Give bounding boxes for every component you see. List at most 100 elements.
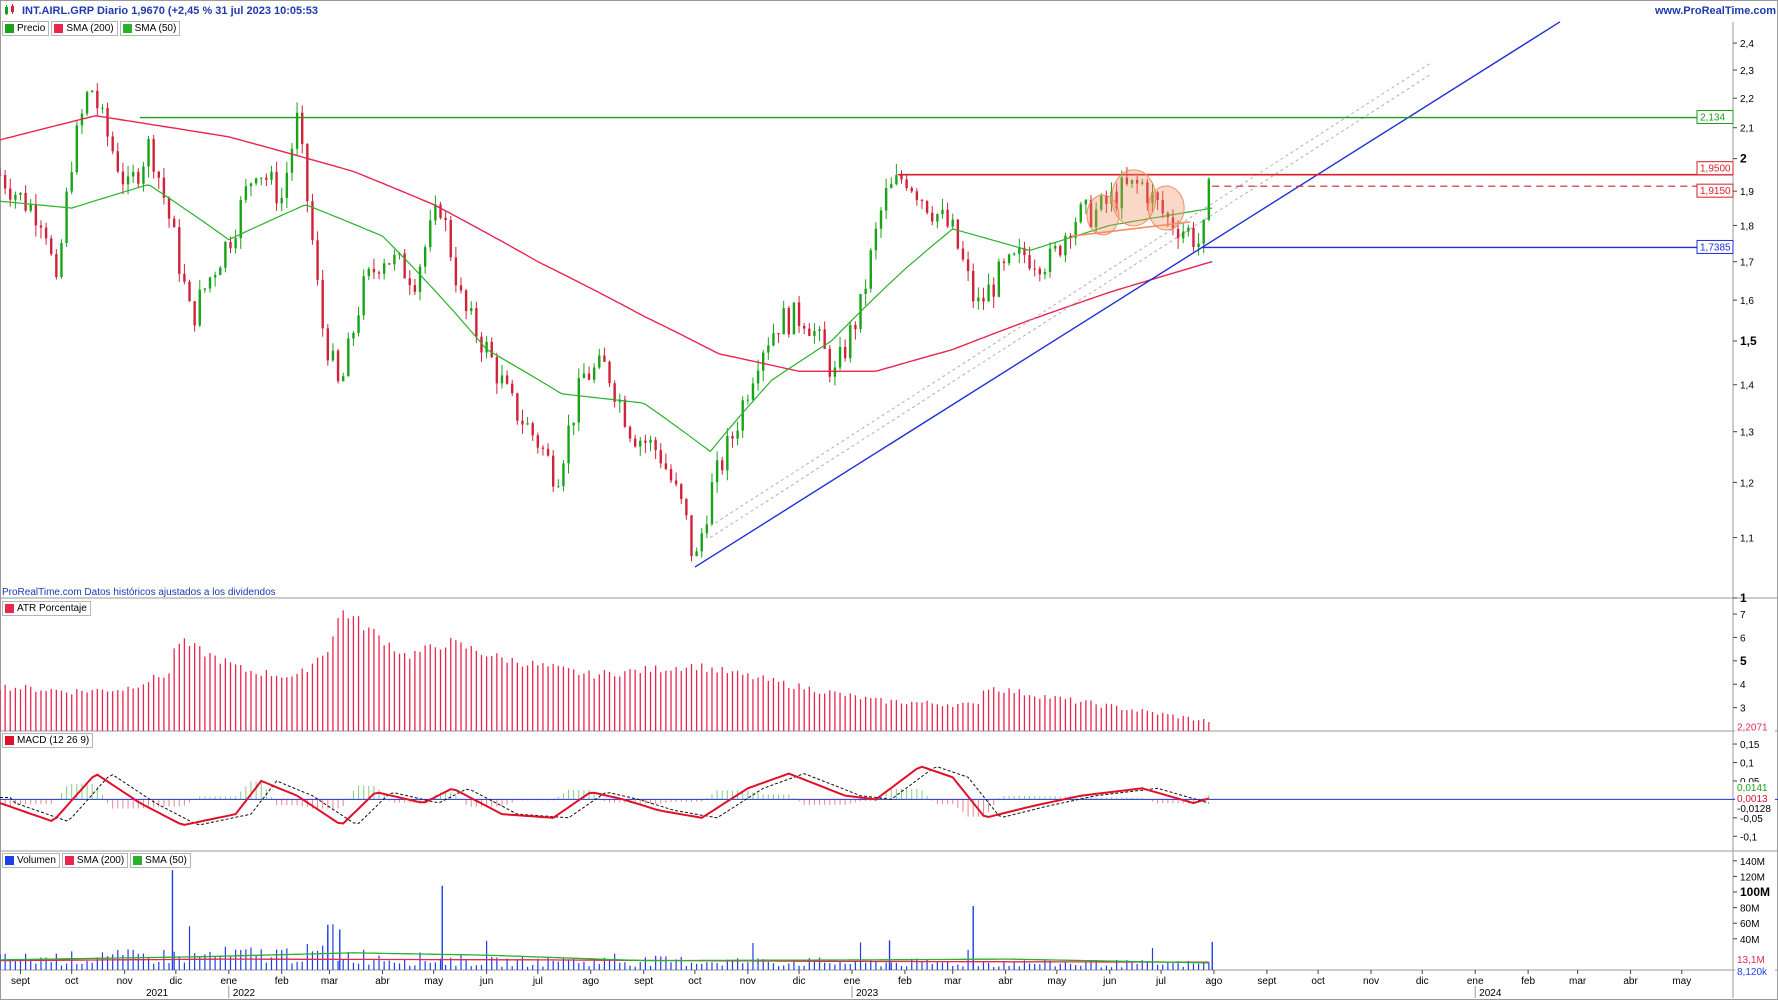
candle-body (382, 263, 386, 274)
candle-body (285, 172, 289, 198)
candle-body (1207, 179, 1211, 220)
x-month-label: jun (479, 976, 493, 987)
candle-body (767, 345, 770, 353)
candle-body (818, 329, 821, 332)
candle-body (188, 281, 191, 302)
candle-body (60, 242, 63, 277)
candle-body (234, 238, 237, 249)
candle-body (505, 375, 509, 384)
x-month-label: ene (844, 976, 861, 987)
candle-body (931, 212, 934, 222)
candle-body (669, 469, 673, 481)
price-tick-label: 1,2 (1740, 478, 1754, 489)
legend-item-volume-sma200[interactable]: SMA (200) (61, 853, 129, 868)
candle-body (44, 227, 48, 239)
candle-body (823, 329, 826, 349)
candle-body (90, 90, 94, 93)
macd-value-box (1735, 792, 1775, 804)
candle-body (521, 420, 524, 425)
candle-body (879, 210, 883, 229)
candle-body (321, 279, 324, 329)
legend-item-atr[interactable]: ATR Porcentaje (2, 601, 91, 616)
candle-body (239, 200, 242, 239)
x-year-label: 2021 (146, 988, 169, 999)
candle-body (562, 463, 565, 487)
candle-body (516, 393, 519, 421)
legend-item-sma50[interactable]: SMA (50) (119, 21, 181, 36)
candle-body (966, 259, 970, 271)
x-month-label: dic (1416, 976, 1429, 987)
candle-body (674, 480, 678, 485)
level-tag-label: 1,7385 (1700, 242, 1731, 253)
title-bar: INT.AIRL.GRP Diario 1,9670 (+2,45 % 31 j… (0, 0, 1778, 22)
x-month-label: nov (1363, 976, 1379, 987)
candle-body (172, 218, 176, 228)
candle-body (1125, 177, 1129, 184)
price-tick-label: 1,3 (1740, 428, 1754, 439)
candlestick-icon (5, 4, 14, 15)
level-tag-label: 2,134 (1700, 113, 1725, 124)
candle-body (884, 188, 888, 211)
x-month-label: oct (688, 976, 702, 987)
candle-body (403, 253, 406, 279)
candle-body (603, 355, 606, 362)
price-tick-label: 1,4 (1740, 381, 1754, 392)
candle-body (1023, 247, 1026, 256)
legend-item-volume-sma50[interactable]: SMA (50) (130, 853, 191, 868)
level-tag-label: 1,9500 (1700, 164, 1731, 175)
candle-body (280, 197, 283, 204)
candle-body (1146, 182, 1149, 204)
macd-tick-label: 0,1 (1740, 759, 1754, 770)
channel-dashed-line (710, 74, 1431, 539)
candle-body (695, 551, 698, 557)
candle-body (1120, 177, 1123, 209)
pattern-shoulder-ellipse (1086, 194, 1120, 236)
candle-body (1038, 268, 1041, 275)
candle-body (710, 482, 714, 525)
candle-body (19, 192, 22, 195)
macd-tick-label: -0,05 (1740, 814, 1763, 825)
candle-body (890, 184, 893, 189)
candle-body (633, 438, 637, 447)
candle-body (116, 151, 120, 172)
candle-body (34, 204, 38, 226)
legend-item-macd[interactable]: MACD (12 26 9) (2, 733, 94, 748)
candle-body (838, 346, 842, 368)
volume-value-box (1735, 953, 1775, 965)
legend-item-price[interactable]: Precio (2, 21, 50, 36)
level-tag-box (1696, 161, 1734, 176)
candle-body (347, 338, 350, 377)
candle-body (393, 254, 396, 265)
atr-tick-label: 6 (1740, 633, 1746, 644)
candle-body (951, 219, 954, 227)
volume-tick-label: 140M (1740, 857, 1765, 868)
legend-item-volume[interactable]: Volumen (2, 853, 60, 868)
candle-body (833, 367, 837, 377)
candle-body (828, 348, 831, 377)
x-month-label: mar (1569, 976, 1587, 987)
candle-body (854, 324, 857, 330)
candle-body (731, 435, 734, 439)
volume-tick-label: 100M (1740, 885, 1770, 899)
candle-body (429, 220, 432, 248)
candle-body (1074, 222, 1077, 238)
candle-body (249, 183, 253, 187)
macd-value-label: 0,0013 (1737, 794, 1768, 805)
candle-body (423, 247, 427, 267)
legend-item-sma200[interactable]: SMA (200) (51, 21, 118, 36)
price-tick-label: 1,7 (1740, 258, 1754, 269)
x-month-label: jun (1102, 976, 1116, 987)
candle-body (777, 333, 780, 335)
candle-body (1182, 231, 1185, 239)
candle-body (628, 426, 632, 439)
price-tick-label: 1 (1740, 591, 1747, 605)
x-month-label: may (1047, 976, 1066, 987)
candle-body (121, 171, 125, 185)
macd-value-box (1735, 782, 1775, 794)
volume-sma50-line (0, 952, 1209, 964)
site-link[interactable]: www.ProRealTime.com (1654, 5, 1776, 17)
candle-body (895, 175, 898, 185)
candle-body (336, 350, 340, 382)
candle-body (992, 284, 995, 297)
x-year-label: 2024 (1479, 988, 1502, 999)
